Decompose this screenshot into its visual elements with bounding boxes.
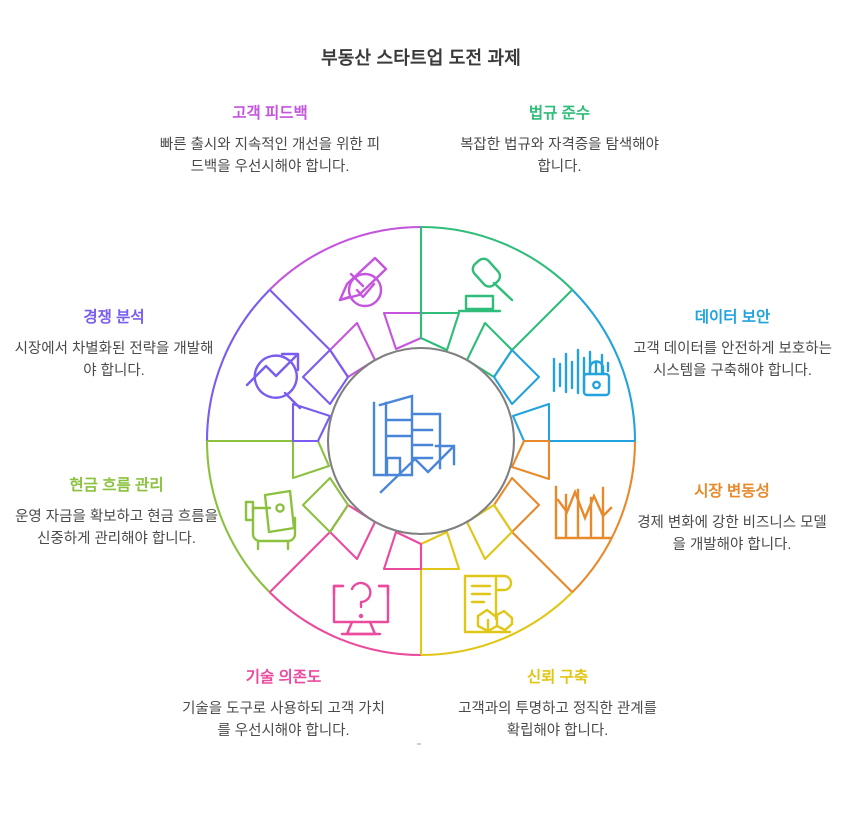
pointer-compete-b [291,402,332,443]
callout-feedback: 고객 피드백 빠른 출시와 지속적인 개선을 위한 피드백을 우선시해야 합니다… [155,104,385,179]
pointer-tech [382,530,423,571]
callout-body-cash: 운영 자금을 확보하고 현금 흐름을 신중하게 관리해야 합니다. [15,508,218,548]
callout-body-trust: 고객과의 투명하고 정직한 관계를 확립해야 합니다. [458,700,657,740]
waveform-lock-icon [552,348,611,397]
divider-lower-right [511,531,574,594]
segment-arc-security[interactable] [571,288,637,442]
divider-upper-left [268,288,331,351]
callout-body-legal: 복잡한 법규와 자격증을 탐색해야 합니다. [460,136,659,176]
page-title: 부동산 스타트업 도전 과제 [321,48,521,68]
pointer-compete [301,348,350,406]
gavel-icon [457,257,514,313]
pointer-cash-b [291,439,331,480]
callout-security: 데이터 보안 고객 데이터를 안전하게 보호하는 시스템을 구축해야 합니다. [630,308,835,383]
volatile-chart-icon [554,485,613,540]
callout-title-tech: 기술 의존도 [245,669,322,686]
wallet-cash-icon [244,489,297,551]
callout-title-cash: 현금 흐름 관리 [69,477,164,494]
callout-body-security: 고객 데이터를 안전하게 보호하는 시스템을 구축해야 합니다. [633,340,832,380]
pointer-legal [419,311,461,352]
hub-circle [326,346,516,536]
building-growth-icon [372,394,456,494]
segment-arc-legal[interactable] [420,225,574,291]
callout-title-trust: 신뢰 구축 [526,669,589,686]
pointer-security [492,348,541,406]
segment-arc-trust[interactable] [420,591,574,657]
segment-arc-tech[interactable] [268,591,422,657]
pencil-check-icon [338,256,388,308]
callout-compete: 경쟁 분석 시장에서 차별화된 전략을 개발해야 합니다. [14,308,214,383]
stray-dot-artifact [417,743,421,745]
callout-title-feedback: 고객 피드백 [232,105,308,122]
monitor-question-icon [332,581,390,636]
callout-cash: 현금 흐름 관리 운영 자금을 확보하고 현금 흐름을 신중하게 관리해야 합니… [14,476,219,551]
pointer-trust-b [419,530,461,571]
pointer-feedback [382,311,423,351]
callout-body-feedback: 빠른 출시와 지속적인 개선을 위한 피드백을 우선시해야 합니다. [159,136,381,176]
callout-trust: 신뢰 구축 고객과의 투명하고 정직한 관계를 확립해야 합니다. [450,668,665,743]
segment-arc-volatility[interactable] [571,440,637,594]
pointer-security-b [511,402,551,443]
callout-body-compete: 시장에서 차별화된 전략을 개발해야 합니다. [14,340,214,380]
callout-legal: 법규 준수 복잡한 법규와 자격증을 탐색해야 합니다. [452,104,667,179]
divider-lower-left [268,531,331,594]
callout-title-compete: 경쟁 분석 [83,309,145,326]
segment-arc-compete[interactable] [205,288,271,442]
callout-body-volatility: 경제 변화에 강한 비즈니스 모델을 개발해야 합니다. [637,514,827,554]
divider-upper-right [511,288,574,351]
callout-title-volatility: 시장 변동성 [694,483,770,500]
callout-tech: 기술 의존도 기술을 도구로 사용하되 고객 가치를 우선시해야 합니다. [176,668,391,743]
segment-arc-feedback[interactable] [268,225,422,291]
pointer-cash [301,476,350,534]
magnifier-trend-icon [245,352,302,410]
pointer-trust [465,503,514,561]
contract-handshake-icon [463,574,514,634]
segment-arc-cash[interactable] [205,440,271,594]
callout-title-legal: 법규 준수 [528,105,591,122]
callout-title-security: 데이터 보안 [694,309,771,326]
pointer-volatility [510,439,551,481]
callout-body-tech: 기술을 도구로 사용하되 고객 가치를 우선시해야 합니다. [182,700,385,740]
callout-volatility: 시장 변동성 경제 변화에 강한 비즈니스 모델을 개발해야 합니다. [632,482,832,557]
